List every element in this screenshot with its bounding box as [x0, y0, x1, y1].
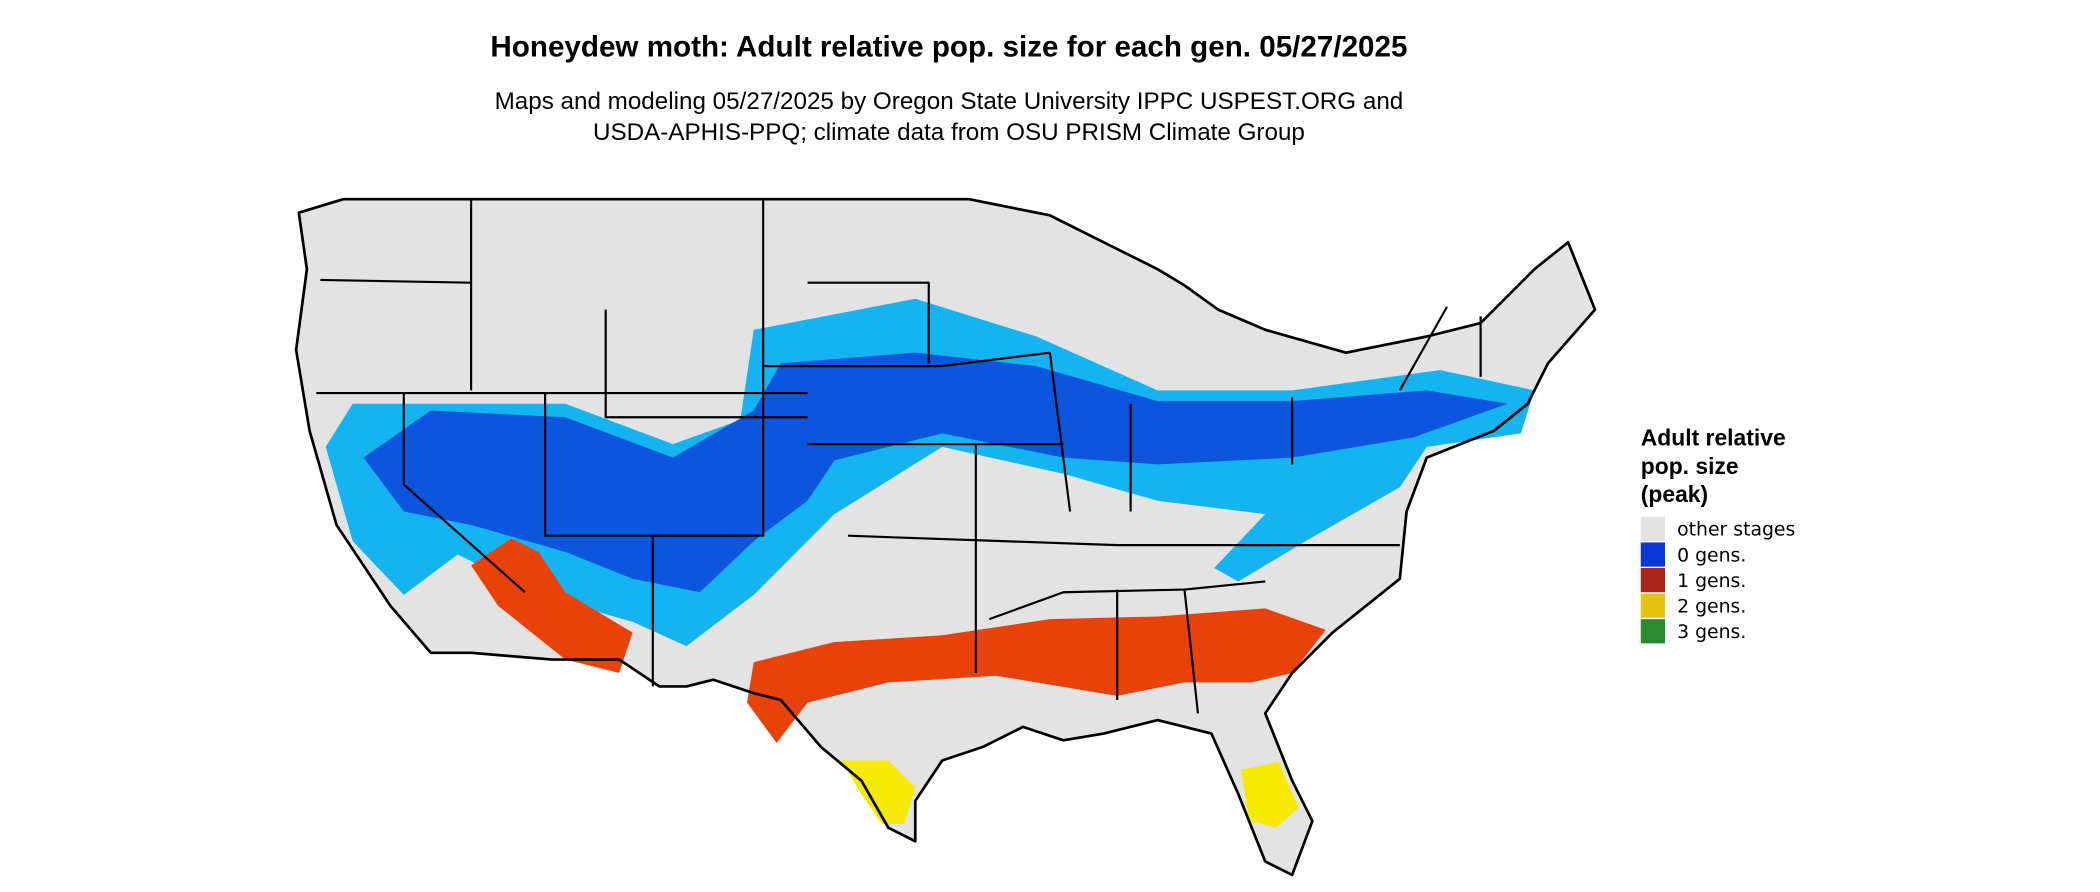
legend-label: other stages — [1677, 520, 1795, 541]
map-subtitle: USDA-APHIS-PPQ; climate data from OSU PR… — [593, 119, 1305, 146]
figure-content: Honeydew moth: Adult relative pop. size … — [294, 31, 1795, 877]
legend-swatch — [1640, 593, 1666, 618]
us-map — [294, 197, 1597, 877]
legend-swatch — [1640, 516, 1666, 542]
blue-zone — [363, 352, 1508, 593]
legend: Adult relative pop. size (peak) other st… — [1640, 425, 1795, 644]
legend-label: 3 gens. — [1677, 622, 1746, 643]
legend-label: 1 gens. — [1677, 571, 1746, 592]
legend-swatch — [1640, 568, 1666, 593]
land — [296, 199, 1596, 875]
legend-title: (peak) — [1641, 481, 1708, 507]
state-borders — [316, 199, 1482, 714]
legend-title: Adult relative — [1641, 425, 1786, 451]
legend-title: pop. size — [1641, 453, 1739, 479]
map-title: Honeydew moth: Adult relative pop. size … — [490, 31, 1407, 64]
legend-label: 0 gens. — [1677, 545, 1746, 566]
yellow-zone — [1241, 761, 1299, 828]
red-zone — [747, 608, 1326, 743]
yellow-zone — [841, 760, 916, 824]
us-border — [294, 197, 1597, 877]
legend-label: 2 gens. — [1677, 596, 1746, 617]
legend-swatch — [1640, 542, 1666, 567]
legend-items: other stages 0 gens. 1 gens. 2 gens. 3 gens. — [1640, 516, 1795, 644]
red-zone-west — [471, 538, 633, 673]
map-subtitle: Maps and modeling 05/27/2025 by Oregon S… — [495, 88, 1404, 115]
legend-swatch — [1640, 619, 1666, 644]
